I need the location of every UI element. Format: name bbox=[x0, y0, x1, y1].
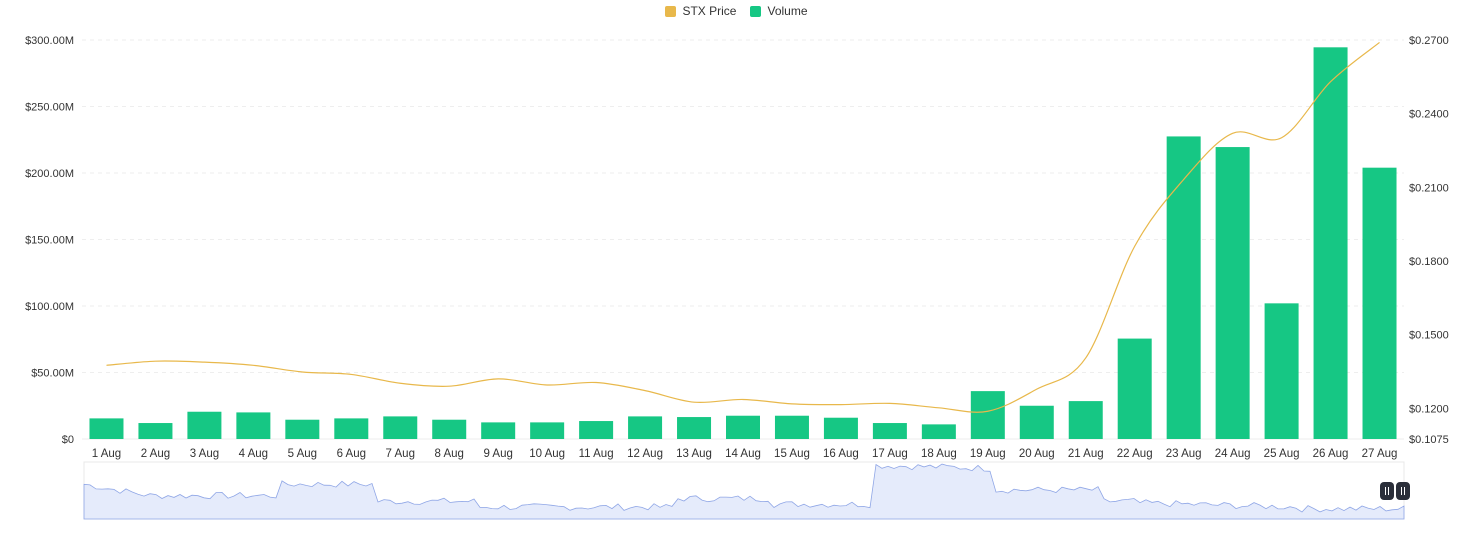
legend-volume-swatch bbox=[750, 5, 762, 17]
price-line bbox=[106, 41, 1380, 413]
y-right-tick-label: $0.1200 bbox=[1409, 403, 1449, 415]
volume-bar[interactable] bbox=[970, 391, 1005, 439]
volume-bar[interactable] bbox=[1313, 47, 1348, 439]
x-tick-label: 23 Aug bbox=[1166, 448, 1202, 460]
volume-bar[interactable] bbox=[383, 416, 418, 439]
volume-bar[interactable] bbox=[1166, 136, 1201, 440]
y-right-tick-label: $0.2400 bbox=[1409, 109, 1449, 121]
volume-bar[interactable] bbox=[628, 416, 663, 439]
volume-bar[interactable] bbox=[1215, 147, 1250, 439]
x-tick-label: 19 Aug bbox=[970, 448, 1006, 460]
legend-price-label: STX Price bbox=[682, 4, 737, 18]
y-left-tick-label: $200.00M bbox=[25, 168, 74, 180]
x-tick-label: 14 Aug bbox=[725, 448, 761, 460]
volume-bar[interactable] bbox=[1117, 338, 1152, 439]
x-tick-label: 8 Aug bbox=[435, 448, 464, 460]
y-left-tick-label: $150.00M bbox=[25, 235, 74, 247]
volume-bar[interactable] bbox=[187, 411, 222, 439]
x-tick-label: 27 Aug bbox=[1362, 448, 1398, 460]
x-tick-label: 11 Aug bbox=[579, 448, 614, 460]
volume-bar[interactable] bbox=[530, 422, 565, 439]
volume-bar[interactable] bbox=[481, 422, 516, 439]
y-right-tick-label: $0.1500 bbox=[1409, 330, 1449, 342]
x-tick-label: 3 Aug bbox=[190, 448, 219, 460]
volume-bar[interactable] bbox=[726, 415, 760, 439]
volume-bar[interactable] bbox=[236, 412, 271, 439]
volume-bar[interactable] bbox=[89, 418, 124, 439]
volume-bar[interactable] bbox=[1264, 303, 1299, 439]
y-right-tick-label: $0.2100 bbox=[1409, 182, 1449, 194]
x-tick-label: 6 Aug bbox=[337, 448, 366, 460]
y-left-tick-label: $100.00M bbox=[25, 301, 74, 313]
y-left-tick-label: $250.00M bbox=[25, 102, 74, 114]
x-tick-label: 7 Aug bbox=[386, 448, 415, 460]
x-tick-label: 15 Aug bbox=[774, 448, 810, 460]
navigator-handle[interactable] bbox=[1396, 482, 1410, 500]
legend-price-swatch bbox=[665, 5, 677, 17]
volume-bar[interactable] bbox=[774, 415, 809, 439]
x-tick-label: 20 Aug bbox=[1019, 448, 1055, 460]
x-tick-label: 21 Aug bbox=[1068, 448, 1104, 460]
x-tick-label: 18 Aug bbox=[921, 448, 957, 460]
legend-item-volume[interactable]: Volume bbox=[750, 4, 808, 18]
volume-bar[interactable] bbox=[1068, 401, 1103, 439]
y-left-tick-label: $0 bbox=[62, 434, 74, 446]
volume-bar[interactable] bbox=[138, 423, 173, 439]
x-tick-label: 24 Aug bbox=[1215, 448, 1251, 460]
x-tick-label: 13 Aug bbox=[676, 448, 712, 460]
volume-bar[interactable] bbox=[872, 423, 907, 439]
volume-bar[interactable] bbox=[677, 417, 712, 439]
y-right-tick-label: $0.1075 bbox=[1409, 434, 1449, 446]
x-tick-label: 25 Aug bbox=[1264, 448, 1300, 460]
x-tick-label: 16 Aug bbox=[823, 448, 859, 460]
x-tick-label: 5 Aug bbox=[288, 448, 317, 460]
volume-bar[interactable] bbox=[285, 419, 320, 439]
navigator-series bbox=[83, 463, 1405, 520]
y-right-tick-label: $0.2700 bbox=[1409, 35, 1449, 47]
volume-bar[interactable] bbox=[823, 417, 858, 439]
x-tick-label: 22 Aug bbox=[1117, 448, 1153, 460]
volume-bar[interactable] bbox=[1362, 167, 1397, 439]
volume-bar[interactable] bbox=[432, 419, 467, 439]
x-tick-label: 2 Aug bbox=[141, 448, 170, 460]
x-tick-label: 9 Aug bbox=[483, 448, 512, 460]
volume-bar[interactable] bbox=[1019, 405, 1054, 439]
navigator-handle[interactable] bbox=[1380, 482, 1394, 500]
y-left-tick-label: $50.00M bbox=[31, 368, 74, 380]
x-tick-label: 1 Aug bbox=[92, 448, 121, 460]
y-right-tick-label: $0.1800 bbox=[1409, 256, 1449, 268]
x-tick-label: 17 Aug bbox=[872, 448, 908, 460]
x-tick-label: 12 Aug bbox=[627, 448, 663, 460]
legend-item-price[interactable]: STX Price bbox=[665, 4, 736, 18]
y-left-tick-label: $300.00M bbox=[25, 35, 74, 47]
x-tick-label: 10 Aug bbox=[529, 448, 565, 460]
volume-bar[interactable] bbox=[334, 418, 369, 439]
volume-bar[interactable] bbox=[921, 424, 956, 439]
volume-bar[interactable] bbox=[579, 421, 614, 439]
x-tick-label: 4 Aug bbox=[239, 448, 268, 460]
x-tick-label: 26 Aug bbox=[1313, 448, 1349, 460]
legend-volume-label: Volume bbox=[767, 4, 808, 18]
chart-legend: STX Price Volume bbox=[0, 4, 1473, 18]
